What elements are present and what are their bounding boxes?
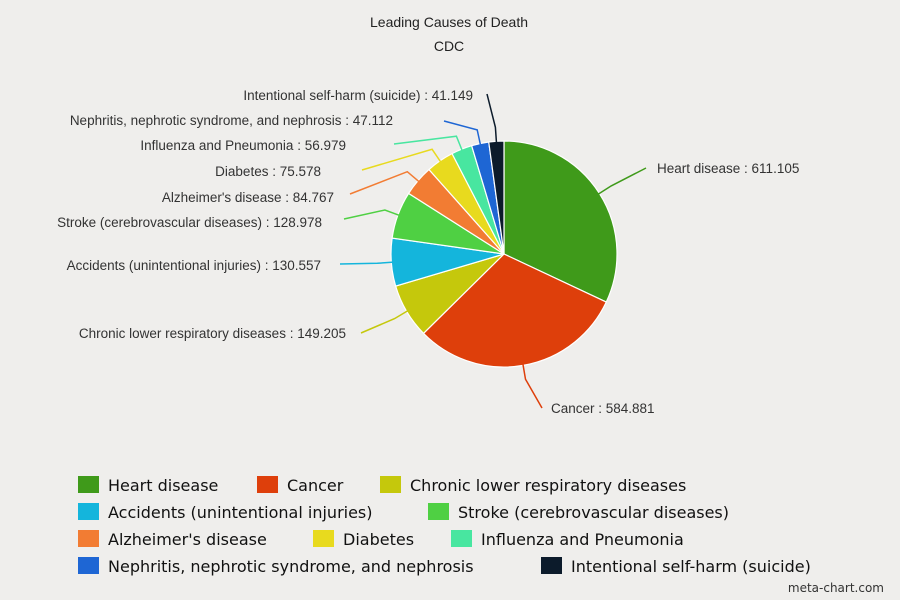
legend-swatch-intentional-self-harm-suicide <box>541 557 562 574</box>
slice-label-cancer: Cancer : 584.881 <box>551 401 655 416</box>
chart-title: Leading Causes of Death <box>370 14 528 30</box>
leader-line-accidents-unintentional-injuries <box>339 261 394 265</box>
credit-text: meta-chart.com <box>788 581 884 595</box>
legend-swatch-alzheimer-s-disease <box>78 530 99 547</box>
legend-item-heart-disease[interactable]: Heart disease <box>108 476 218 495</box>
leader-line-alzheimer-s-disease <box>349 170 420 195</box>
legend-swatch-diabetes <box>313 530 334 547</box>
leader-line-influenza-and-pneumonia <box>393 135 464 152</box>
leader-line-intentional-self-harm-suicide <box>486 93 498 144</box>
slice-labels: Heart disease : 611.105 Cancer : 584.881 C… <box>57 88 799 416</box>
slice-label-heart-disease: Heart disease : 611.105 <box>657 161 799 176</box>
legend-swatch-chronic-lower-respiratory-diseases <box>380 476 401 493</box>
slice-label-nephritis-nephrotic-syndrome-and-nephrosis: Nephritis, nephrotic syndrome, and nephr… <box>70 113 393 128</box>
slice-label-alzheimer-s-disease: Alzheimer's disease : 84.767 <box>162 190 334 205</box>
legend-swatch-nephritis-nephrotic-syndrome-and-nephrosis <box>78 557 99 574</box>
leader-line-cancer <box>522 363 543 409</box>
legend-item-influenza-and-pneumonia[interactable]: Influenza and Pneumonia <box>481 530 684 549</box>
legend-item-nephritis-nephrotic-syndrome-and-nephrosis[interactable]: Nephritis, nephrotic syndrome, and nephr… <box>108 557 474 576</box>
slice-label-stroke-cerebrovascular-diseases: Stroke (cerebrovascular diseases) : 128.… <box>57 215 322 230</box>
slice-label-accidents-unintentional-injuries: Accidents (unintentional injuries) : 130… <box>67 258 321 273</box>
legend-item-diabetes[interactable]: Diabetes <box>343 530 414 549</box>
slice-label-influenza-and-pneumonia: Influenza and Pneumonia : 56.979 <box>140 138 346 153</box>
legend: Heart disease Cancer Chronic lower respira… <box>78 476 811 576</box>
legend-swatch-heart-disease <box>78 476 99 493</box>
chart-subtitle: CDC <box>434 38 464 54</box>
slice-label-chronic-lower-respiratory-diseases: Chronic lower respiratory diseases : 149… <box>79 326 346 341</box>
leader-line-diabetes <box>361 148 442 171</box>
legend-item-stroke-cerebrovascular-diseases[interactable]: Stroke (cerebrovascular diseases) <box>458 503 729 522</box>
legend-item-alzheimer-s-disease[interactable]: Alzheimer's disease <box>108 530 267 549</box>
legend-item-cancer[interactable]: Cancer <box>287 476 344 495</box>
slice-label-intentional-self-harm-suicide: Intentional self-harm (suicide) : 41.149 <box>243 88 473 103</box>
legend-swatch-cancer <box>257 476 278 493</box>
legend-item-accidents-unintentional-injuries[interactable]: Accidents (unintentional injuries) <box>108 503 373 522</box>
legend-item-chronic-lower-respiratory-diseases[interactable]: Chronic lower respiratory diseases <box>410 476 686 495</box>
legend-swatch-accidents-unintentional-injuries <box>78 503 99 520</box>
legend-swatch-stroke-cerebrovascular-diseases <box>428 503 449 520</box>
slice-label-diabetes: Diabetes : 75.578 <box>215 164 321 179</box>
leader-line-chronic-lower-respiratory-diseases <box>360 309 409 334</box>
legend-swatch-influenza-and-pneumonia <box>451 530 472 547</box>
legend-item-intentional-self-harm-suicide[interactable]: Intentional self-harm (suicide) <box>571 557 811 576</box>
leader-line-stroke-cerebrovascular-diseases <box>343 209 401 220</box>
leader-line-heart-disease <box>597 167 647 196</box>
pie-slices <box>390 140 618 368</box>
leader-line-nephritis-nephrotic-syndrome-and-nephrosis <box>443 120 482 146</box>
